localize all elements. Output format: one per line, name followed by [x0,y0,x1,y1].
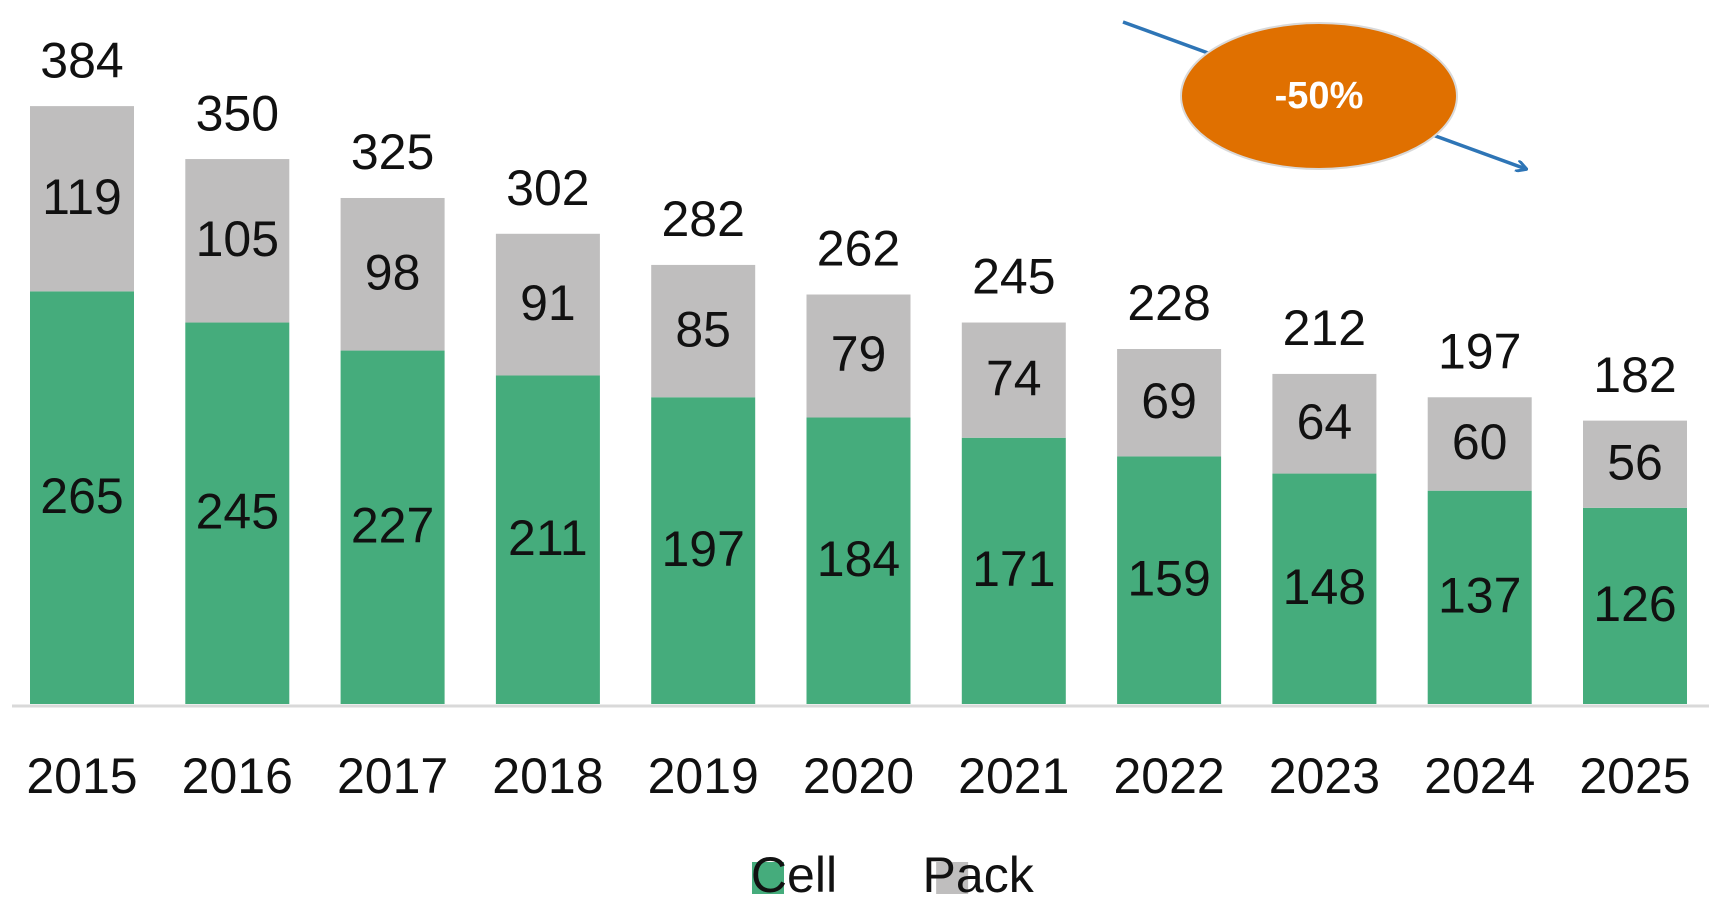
legend-swatch [936,862,969,894]
total-label: 350 [196,85,279,141]
total-label: 212 [1283,300,1366,356]
x-tick-label: 2018 [492,748,603,804]
annotation-text: -50% [1275,75,1364,117]
data-label: 171 [972,541,1055,597]
x-tick-label: 2021 [958,748,1069,804]
data-label: 119 [42,169,122,225]
data-label: 60 [1452,414,1508,470]
bar-segment [340,197,445,351]
bar-segment [1272,373,1377,474]
data-label: 148 [1283,559,1366,615]
total-label: 282 [661,191,744,247]
data-label: 211 [508,510,588,566]
x-tick-label: 2017 [337,748,448,804]
x-tick-label: 2022 [1113,748,1224,804]
x-tick-label: 2019 [648,748,759,804]
x-tick-label: 2025 [1579,748,1690,804]
data-label: 79 [831,326,887,382]
bar-segment [340,350,445,704]
data-label: 227 [351,497,434,553]
x-tick-label: 2016 [182,748,293,804]
x-tick-label: 2015 [26,748,137,804]
total-label: 228 [1127,275,1210,331]
total-label: 182 [1593,347,1676,403]
bar-segment [30,291,134,704]
total-label: 262 [817,221,900,277]
data-label: 105 [196,211,279,267]
bar-segment [1272,473,1377,704]
data-label: 245 [196,483,279,539]
total-label: 384 [40,32,123,88]
data-label: 85 [675,301,731,357]
bar-segment [651,397,756,704]
total-label: 325 [351,124,434,180]
total-label: 302 [506,160,589,216]
bar-segment [1427,490,1532,704]
bar-segment [30,106,134,292]
x-tick-label: 2023 [1269,748,1380,804]
data-label: 159 [1127,550,1210,606]
annotation-bubble [1180,22,1458,170]
data-label: 56 [1607,434,1663,490]
bar-segment [1117,456,1222,704]
data-label: 74 [986,350,1042,406]
legend-swatch [752,862,784,894]
data-label: 126 [1593,576,1676,632]
bar-segment [1427,397,1532,491]
data-label: 184 [817,531,900,587]
bar-segment [961,322,1066,438]
data-label: 137 [1438,568,1521,624]
bar-segment [961,437,1066,704]
total-label: 245 [972,249,1055,305]
bar-segment [185,322,290,704]
bar-segment [495,233,600,376]
bar-segment [185,159,290,323]
data-label: 265 [40,468,123,524]
bar-segment [806,417,911,704]
bar-segment [1583,507,1687,704]
x-tick-label: 2024 [1424,748,1535,804]
bar-segment [651,264,756,398]
data-label: 197 [661,521,744,577]
bar-segment [1583,420,1687,508]
x-tick-label: 2020 [803,748,914,804]
data-label: 64 [1297,394,1353,450]
data-label: 91 [520,275,576,331]
data-label: 98 [365,244,421,300]
data-label: 69 [1141,373,1197,429]
bar-segment [806,294,911,418]
legend-label: Pack [923,847,1035,903]
bar-segment [1117,349,1222,457]
legend-label: Cell [751,847,837,903]
total-label: 197 [1438,323,1521,379]
bar-segment [495,375,600,704]
